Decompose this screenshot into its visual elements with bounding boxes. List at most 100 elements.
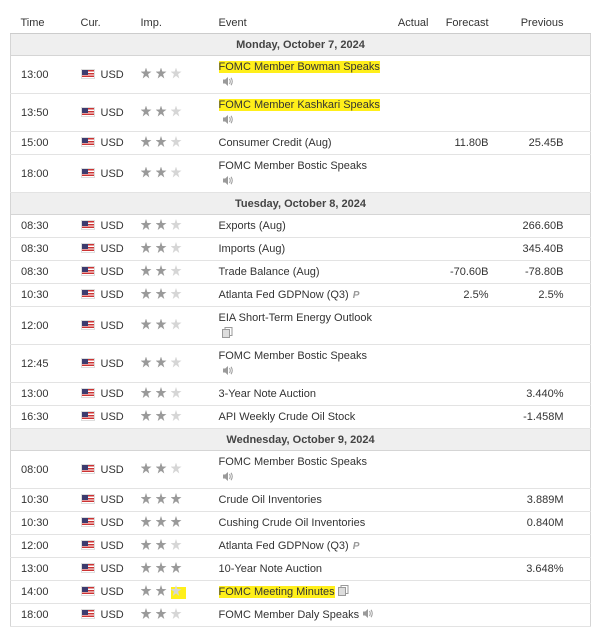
col-header[interactable]: Cur. — [70, 12, 131, 34]
previous — [493, 580, 569, 604]
star-icon — [140, 387, 152, 398]
currency-code: USD — [100, 106, 124, 119]
time: 12:00 — [10, 306, 71, 345]
flag-icon — [80, 517, 95, 527]
event-row[interactable]: 10:30 USD Cushing Crude Oil Inventories 0.8… — [10, 511, 591, 535]
event-name: Trade Balance (Aug) — [218, 266, 320, 278]
event-row[interactable]: 12:00 USD Atlanta Fed GDPNow (Q3) P — [10, 534, 591, 558]
time: 16:30 — [10, 405, 71, 429]
col-header[interactable]: Imp. — [130, 12, 209, 34]
time: 18:00 — [10, 154, 71, 193]
highlight — [170, 585, 186, 599]
previous: 3.648% — [493, 557, 569, 581]
time: 13:00 — [10, 557, 71, 581]
event: Imports (Aug) — [208, 237, 389, 261]
event-row[interactable]: 12:45 USD FOMC Member Bostic Speaks — [10, 344, 591, 383]
event: FOMC Member Bostic Speaks — [208, 154, 389, 193]
forecast — [433, 488, 494, 512]
actual — [388, 214, 434, 238]
currency-code: USD — [100, 68, 124, 81]
star-icon — [140, 356, 152, 368]
event-row[interactable]: 18:00 USD FOMC Member Daly Speaks — [10, 603, 591, 627]
report-icon[interactable] — [221, 326, 234, 338]
event-row[interactable]: 08:30 USD Exports (Aug) 266.60B — [10, 214, 591, 238]
star-icon — [170, 356, 182, 368]
speech-icon[interactable] — [222, 76, 234, 87]
day-date: Monday, October 7, 2024 — [10, 33, 591, 56]
spacer — [568, 12, 591, 34]
currency: USD — [70, 488, 131, 512]
previous: -78.80B — [493, 260, 569, 284]
event-row[interactable]: 10:30 USD Atlanta Fed GDPNow (Q3) P 2.5% 2.5% — [10, 283, 591, 307]
speech-icon[interactable] — [222, 175, 234, 186]
currency: USD — [70, 603, 131, 627]
spacer — [568, 131, 591, 155]
col-header[interactable]: Previous — [493, 12, 569, 34]
previous: 25.45B — [493, 131, 569, 155]
currency-code: USD — [100, 609, 124, 621]
star-icon — [140, 493, 152, 504]
col-header[interactable]: Actual — [388, 12, 434, 34]
currency: USD — [70, 382, 131, 406]
event-row[interactable]: 13:00 USD 3-Year Note Auction 3.440% — [10, 382, 591, 406]
event-row[interactable]: 13:00 USD 10-Year Note Auction 3.648% — [10, 557, 591, 581]
star-icon — [140, 288, 152, 299]
spacer — [568, 580, 591, 604]
event-row[interactable]: 16:30 USD API Weekly Crude Oil Stock -1.458… — [10, 405, 591, 429]
event: EIA Short-Term Energy Outlook — [208, 306, 389, 345]
day-row: Monday, October 7, 2024 — [10, 33, 591, 56]
event-row[interactable]: 08:30 USD Imports (Aug) 345.40B — [10, 237, 591, 261]
importance — [130, 382, 209, 406]
time: 13:00 — [10, 55, 71, 94]
event: FOMC Member Bostic Speaks — [208, 344, 389, 383]
previous: 3.440% — [493, 382, 569, 406]
time: 15:00 — [10, 131, 71, 155]
report-icon[interactable] — [337, 585, 350, 596]
star-icon — [140, 219, 152, 230]
star-icon — [155, 136, 167, 147]
speech-icon[interactable] — [222, 365, 234, 376]
event-row[interactable]: 15:00 USD Consumer Credit (Aug) 11.80B 25.45… — [10, 131, 591, 155]
currency-code: USD — [100, 586, 124, 598]
event-row[interactable]: 14:00 USD FOMC Meeting Minutes — [10, 580, 591, 604]
event-name: Consumer Credit (Aug) — [218, 137, 332, 149]
importance — [130, 131, 209, 155]
time: 08:30 — [10, 237, 71, 261]
event-name: Cushing Crude Oil Inventories — [218, 517, 366, 529]
actual — [388, 260, 434, 284]
event-name: EIA Short-Term Energy Outlook — [218, 311, 372, 324]
event-row[interactable]: 08:30 USD Trade Balance (Aug) -70.60B -78.80… — [10, 260, 591, 284]
col-header[interactable]: Time — [10, 12, 71, 34]
calendar-body: Monday, October 7, 2024 13:00 USD FOMC Memb… — [10, 33, 591, 627]
event-row[interactable]: 12:00 USD EIA Short-Term Energy Outlook — [10, 306, 591, 345]
flag-icon — [80, 289, 95, 299]
importance — [130, 237, 209, 261]
spacer — [568, 260, 591, 284]
event-row[interactable]: 13:00 USD FOMC Member Bowman Speaks — [10, 55, 591, 94]
speech-icon[interactable] — [222, 471, 234, 482]
event: API Weekly Crude Oil Stock — [208, 405, 389, 429]
col-header[interactable]: Forecast — [433, 12, 494, 34]
importance — [130, 603, 209, 627]
previous — [493, 154, 569, 193]
event-row[interactable]: 18:00 USD FOMC Member Bostic Speaks — [10, 154, 591, 193]
event: Trade Balance (Aug) — [208, 260, 389, 284]
currency-code: USD — [100, 319, 124, 332]
event-row[interactable]: 13:50 USD FOMC Member Kashkari Speaks — [10, 93, 591, 132]
star-icon — [140, 585, 152, 596]
col-header[interactable]: Event — [208, 12, 389, 34]
speech-icon[interactable] — [362, 608, 374, 619]
currency-code: USD — [100, 388, 124, 400]
speech-icon[interactable] — [222, 114, 234, 125]
event-name: 10-Year Note Auction — [218, 563, 323, 575]
previous — [493, 450, 569, 489]
star-icon — [140, 410, 152, 421]
time: 14:00 — [10, 580, 71, 604]
star-icon — [170, 585, 182, 596]
star-icon — [155, 318, 167, 330]
flag-icon — [80, 106, 95, 117]
event-row[interactable]: 10:30 USD Crude Oil Inventories 3.889M — [10, 488, 591, 512]
previous: 2.5% — [493, 283, 569, 307]
star-icon — [140, 462, 152, 474]
event-row[interactable]: 08:00 USD FOMC Member Bostic Speaks — [10, 450, 591, 489]
